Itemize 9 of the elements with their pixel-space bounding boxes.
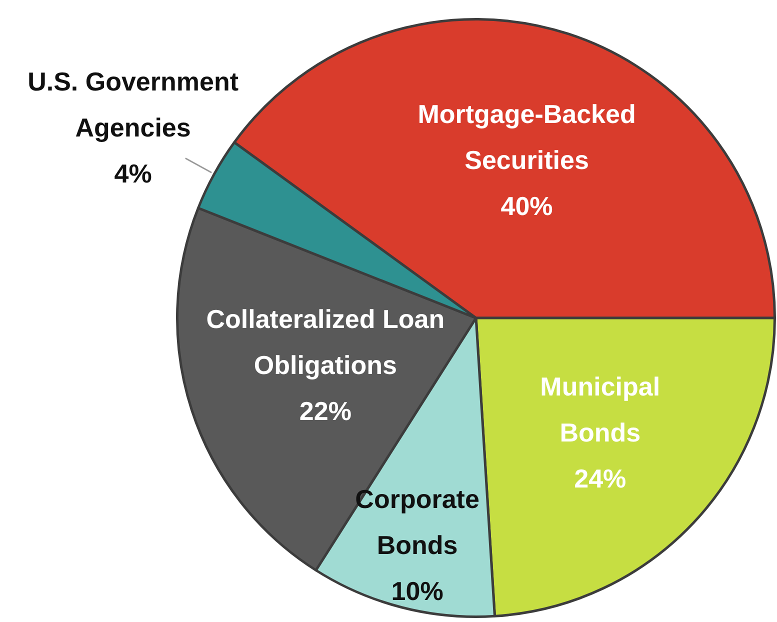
slice-label: Mortgage-Backed Securities xyxy=(418,98,636,175)
data-label: 4% xyxy=(114,158,152,189)
slice-label: Collateralized Loan Obligations xyxy=(206,304,445,380)
data-label: 22% xyxy=(299,396,352,426)
slice-label: Municipal Bonds xyxy=(540,372,660,448)
data-label: 10% xyxy=(391,576,444,606)
data-label: 40% xyxy=(500,190,553,221)
data-label: 24% xyxy=(574,464,626,494)
slice-label: U.S. Government Agencies xyxy=(28,66,239,143)
